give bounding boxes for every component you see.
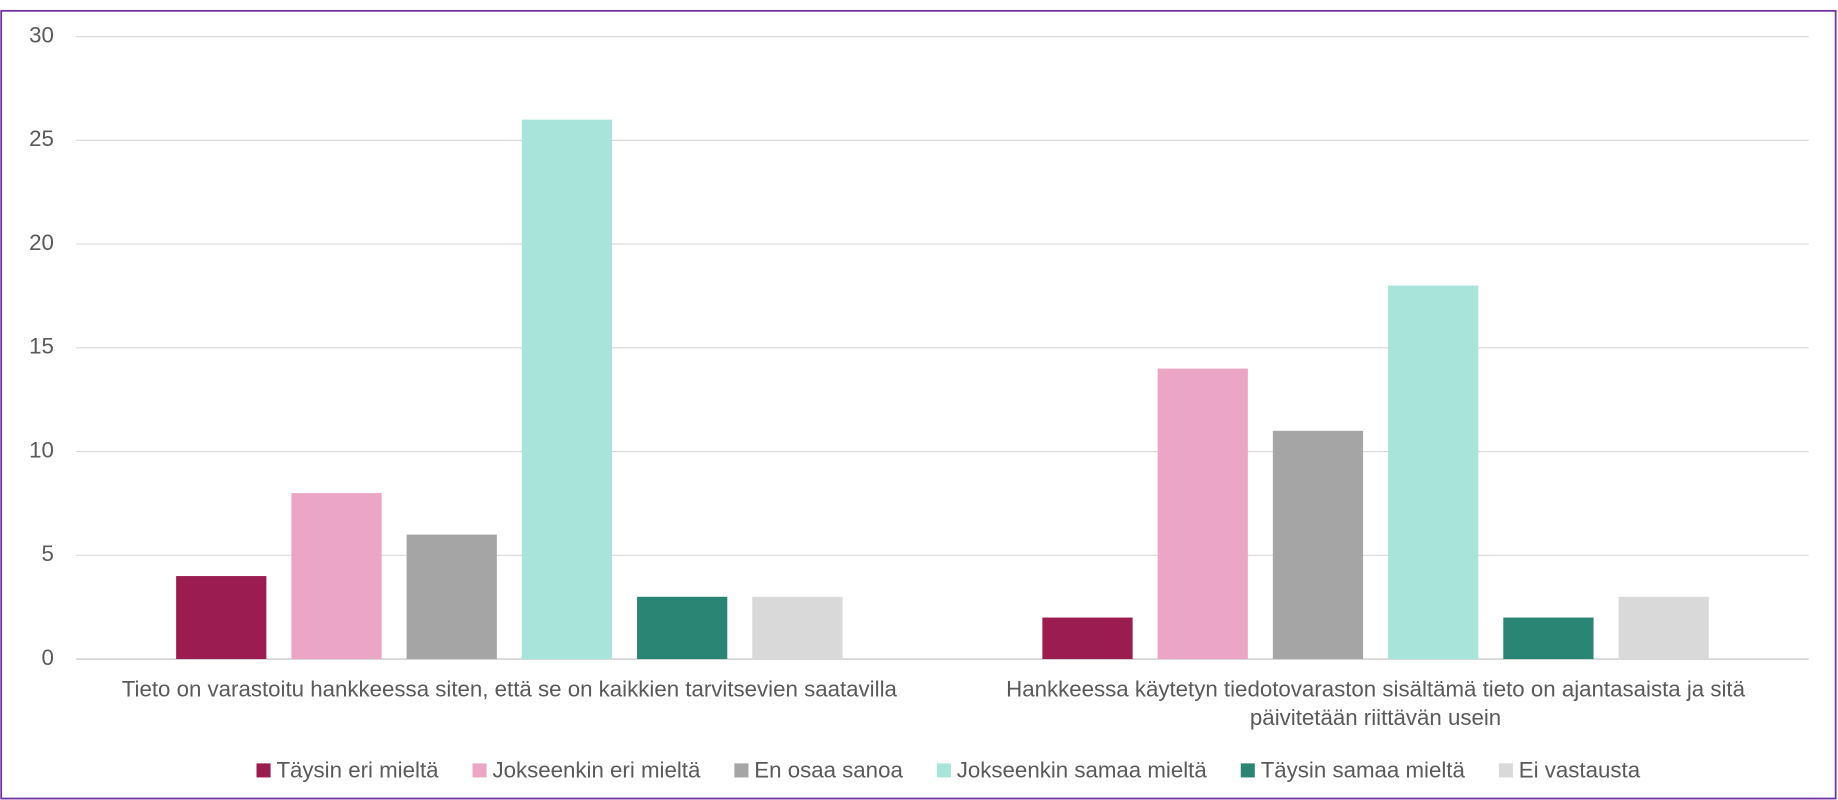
y-tick-label: 20 bbox=[29, 230, 54, 255]
legend-label: Täysin eri mieltä bbox=[276, 757, 439, 782]
bar bbox=[752, 596, 843, 660]
legend-swatch bbox=[1240, 763, 1255, 778]
y-tick-label: 15 bbox=[29, 334, 54, 359]
bar bbox=[521, 119, 613, 660]
y-tick-label: 0 bbox=[42, 645, 54, 670]
legend-label: En osaa sanoa bbox=[754, 757, 903, 782]
y-tick-label: 30 bbox=[29, 23, 54, 48]
legend-label: Jokseenkin eri mieltä bbox=[492, 757, 701, 782]
legend-label: Ei vastausta bbox=[1519, 757, 1641, 782]
bar bbox=[1157, 368, 1248, 660]
bar bbox=[1272, 430, 1364, 660]
x-tick-label: Tieto on varastoitu hankkeessa siten, et… bbox=[122, 677, 898, 702]
x-tick-line: Tieto on varastoitu hankkeessa siten, et… bbox=[122, 677, 898, 702]
x-tick-line: Hankkeessa käytetyn tiedotovaraston sisä… bbox=[1006, 677, 1746, 702]
bar bbox=[1388, 285, 1479, 660]
bar bbox=[1618, 596, 1709, 660]
legend-label: Jokseenkin samaa mieltä bbox=[957, 757, 1208, 782]
chart-border bbox=[0, 9, 1837, 800]
x-tick-line: päivitetään riittävän usein bbox=[1250, 705, 1501, 730]
legend-swatch bbox=[256, 763, 271, 778]
bar bbox=[406, 534, 497, 660]
y-tick-label: 10 bbox=[29, 437, 54, 462]
y-tick-label: 5 bbox=[42, 541, 54, 566]
legend-swatch bbox=[734, 763, 749, 778]
legend-swatch bbox=[472, 763, 487, 778]
legend-swatch bbox=[1498, 763, 1513, 778]
bar bbox=[176, 576, 267, 660]
bar bbox=[291, 493, 382, 660]
x-tick-label: Hankkeessa käytetyn tiedotovaraston sisä… bbox=[1006, 677, 1746, 730]
legend-swatch bbox=[936, 763, 951, 778]
bar bbox=[1042, 617, 1133, 660]
bar bbox=[637, 596, 728, 660]
bar bbox=[1503, 617, 1594, 660]
y-tick-label: 25 bbox=[29, 126, 54, 151]
legend-label: Täysin samaa mieltä bbox=[1261, 757, 1466, 782]
